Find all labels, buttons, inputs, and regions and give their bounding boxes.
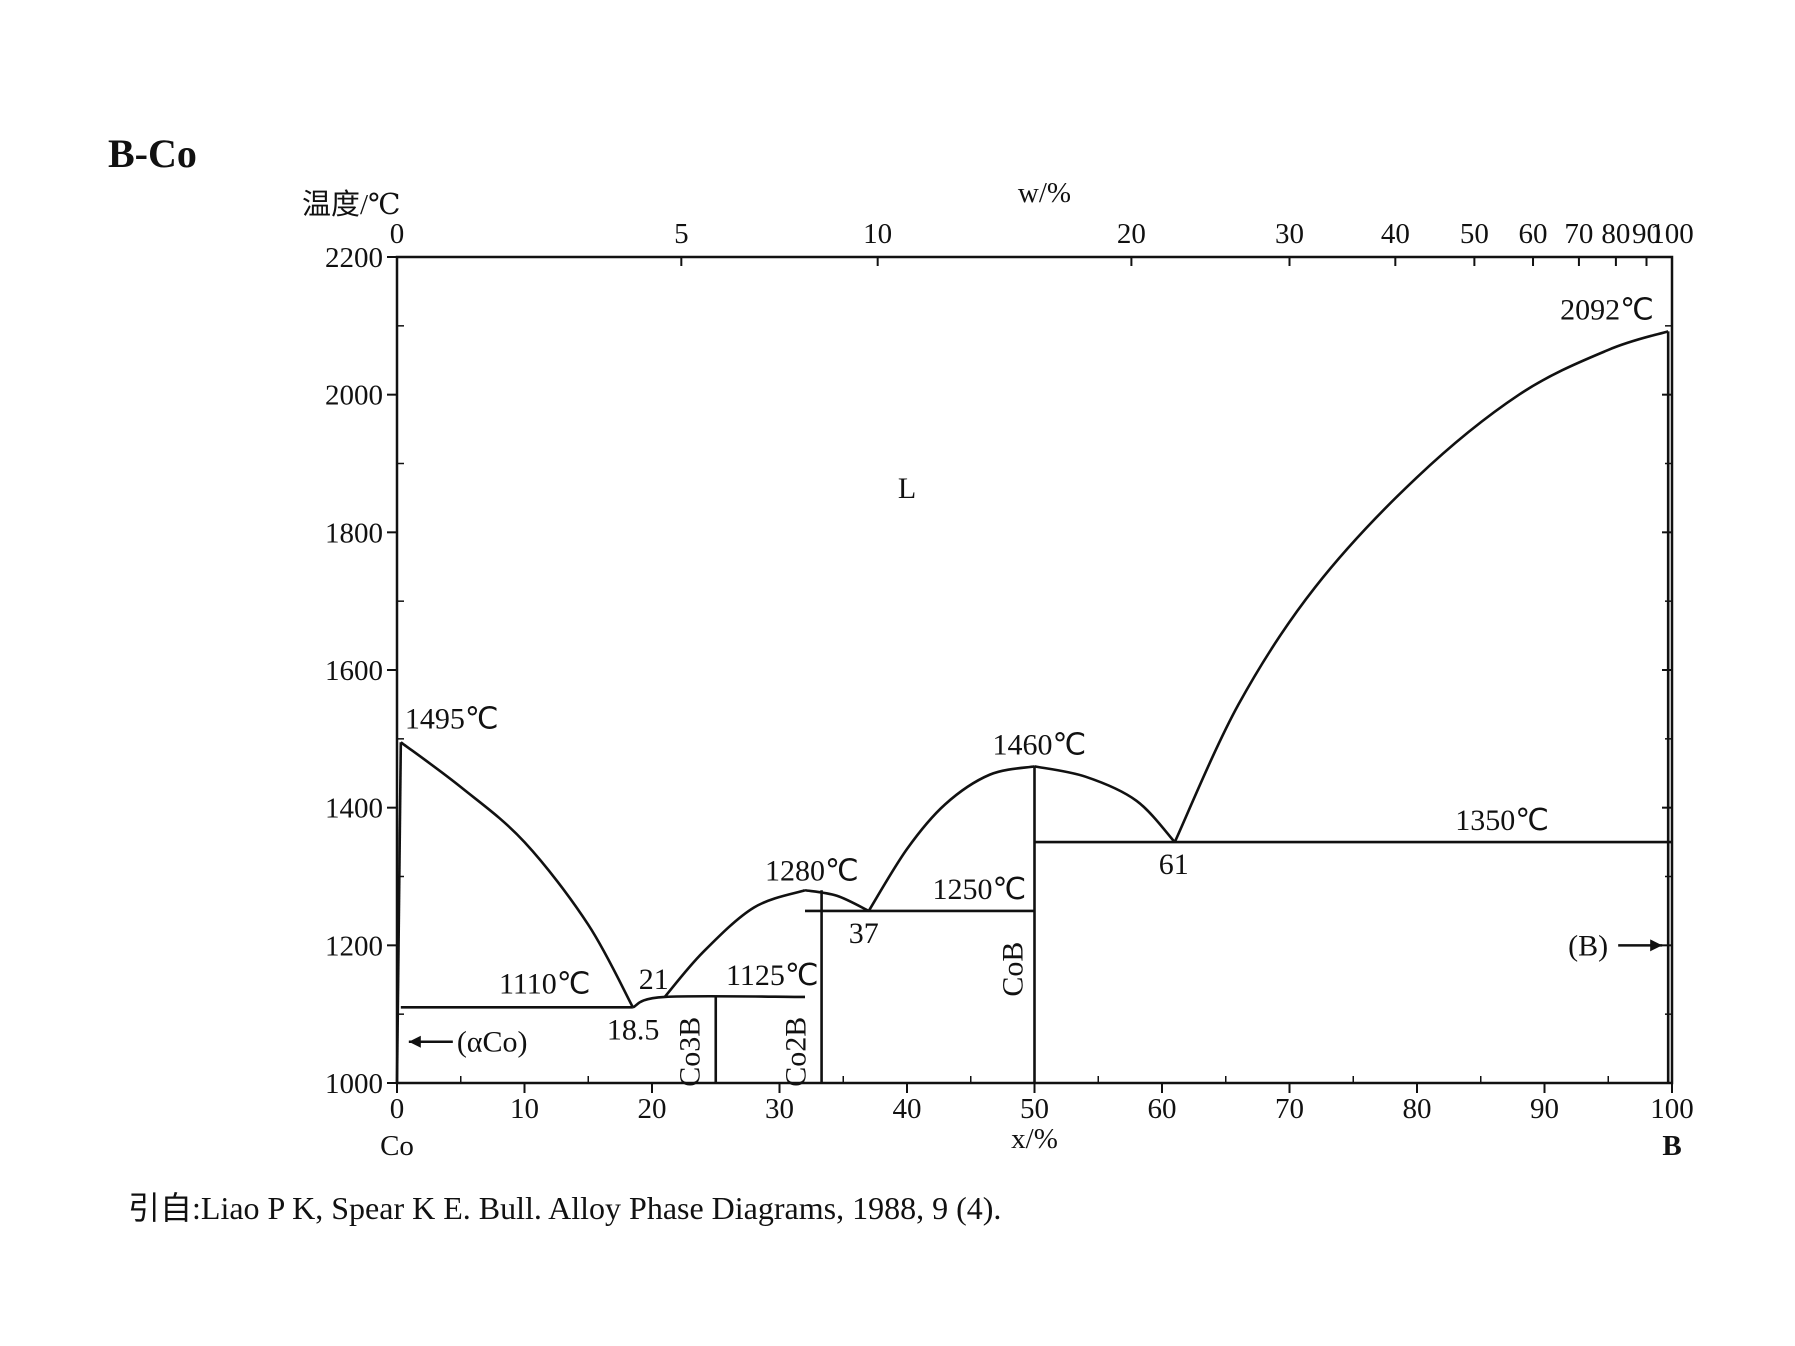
phase-boundary-7 (632, 994, 806, 1009)
y-tick-label: 1600 (325, 655, 383, 687)
x-tick-label: 90 (1530, 1093, 1559, 1125)
curves-layer (395, 330, 1672, 1084)
annotation-label: CoB (997, 942, 1030, 997)
x-tick-label: 60 (1148, 1093, 1177, 1125)
x-tick-label: 40 (893, 1093, 922, 1125)
x-tick-label: 80 (1403, 1093, 1432, 1125)
annotation-label: 1110℃ (499, 967, 590, 1000)
x-tick-label: 50 (1020, 1093, 1049, 1125)
annotation-label: 1350℃ (1455, 804, 1549, 837)
x-right-element-label: B (1662, 1130, 1681, 1162)
top-tick-label: 40 (1381, 218, 1410, 250)
annotation-label: 18.5 (607, 1013, 660, 1046)
y-axis-title: 温度/℃ (302, 188, 401, 221)
y-tick-label: 1000 (325, 1068, 383, 1100)
x-tick-label: 70 (1275, 1093, 1304, 1125)
phase-boundary-4 (1034, 765, 1176, 843)
x-tick-label: 100 (1650, 1093, 1694, 1125)
phase-boundary-1 (663, 889, 806, 998)
annotation-label: (B) (1568, 929, 1608, 962)
chart-title: B-Co (108, 131, 197, 176)
annotation-label: Co2B (780, 1017, 813, 1087)
x-tick-label: 10 (510, 1093, 539, 1125)
alpha-co-arrowhead (408, 1035, 421, 1048)
top-tick-label: 100 (1650, 218, 1694, 250)
top-tick-label: 80 (1601, 218, 1630, 250)
annotation-label: 61 (1159, 848, 1189, 881)
phase-boundary-2 (804, 888, 870, 913)
phase-boundary-3 (867, 765, 1035, 912)
phase-boundary-13 (395, 742, 403, 1084)
top-tick-label: 60 (1519, 218, 1548, 250)
citation: 引自:Liao P K, Spear K E. Bull. Alloy Phas… (128, 1190, 1002, 1226)
top-tick-label: 20 (1117, 218, 1146, 250)
annotation-label: Co3B (674, 1017, 707, 1087)
y-tick-label: 2000 (325, 380, 383, 412)
annotation-label: L (898, 472, 916, 505)
annotation-label: (αCo) (457, 1026, 528, 1059)
phase-boundary-0 (400, 741, 635, 1008)
top-tick-label: 0 (390, 218, 405, 250)
annotation-label: 37 (849, 917, 879, 950)
top-tick-label: 5 (674, 218, 689, 250)
annotation-label: 2092℃ (1560, 293, 1654, 326)
phase-boundary-5 (1173, 330, 1669, 843)
top-tick-label: 10 (863, 218, 892, 250)
x-left-element-label: Co (380, 1130, 414, 1162)
annotation-label: 1460℃ (993, 728, 1087, 761)
annotation-label: 1495℃ (405, 702, 499, 735)
x-tick-label: 0 (390, 1093, 405, 1125)
y-tick-label: 2200 (325, 242, 383, 274)
x-tick-label: 20 (638, 1093, 667, 1125)
top-tick-label: 30 (1275, 218, 1304, 250)
x-axis-title: x/% (1011, 1123, 1058, 1155)
top-tick-label: 70 (1564, 218, 1593, 250)
x-tick-label: 30 (765, 1093, 794, 1125)
annotation-label: 1280℃ (765, 854, 859, 887)
top-axis-title: w/% (1018, 177, 1071, 209)
top-tick-label: 90 (1632, 218, 1661, 250)
top-tick-label: 50 (1460, 218, 1489, 250)
annotation-label: 1250℃ (933, 873, 1027, 906)
b-arrowhead (1650, 939, 1663, 952)
y-tick-label: 1400 (325, 793, 383, 825)
annotation-label: 21 (639, 963, 669, 996)
y-tick-label: 1800 (325, 517, 383, 549)
annotation-label: 1125℃ (726, 959, 819, 992)
y-tick-label: 1200 (325, 930, 383, 962)
